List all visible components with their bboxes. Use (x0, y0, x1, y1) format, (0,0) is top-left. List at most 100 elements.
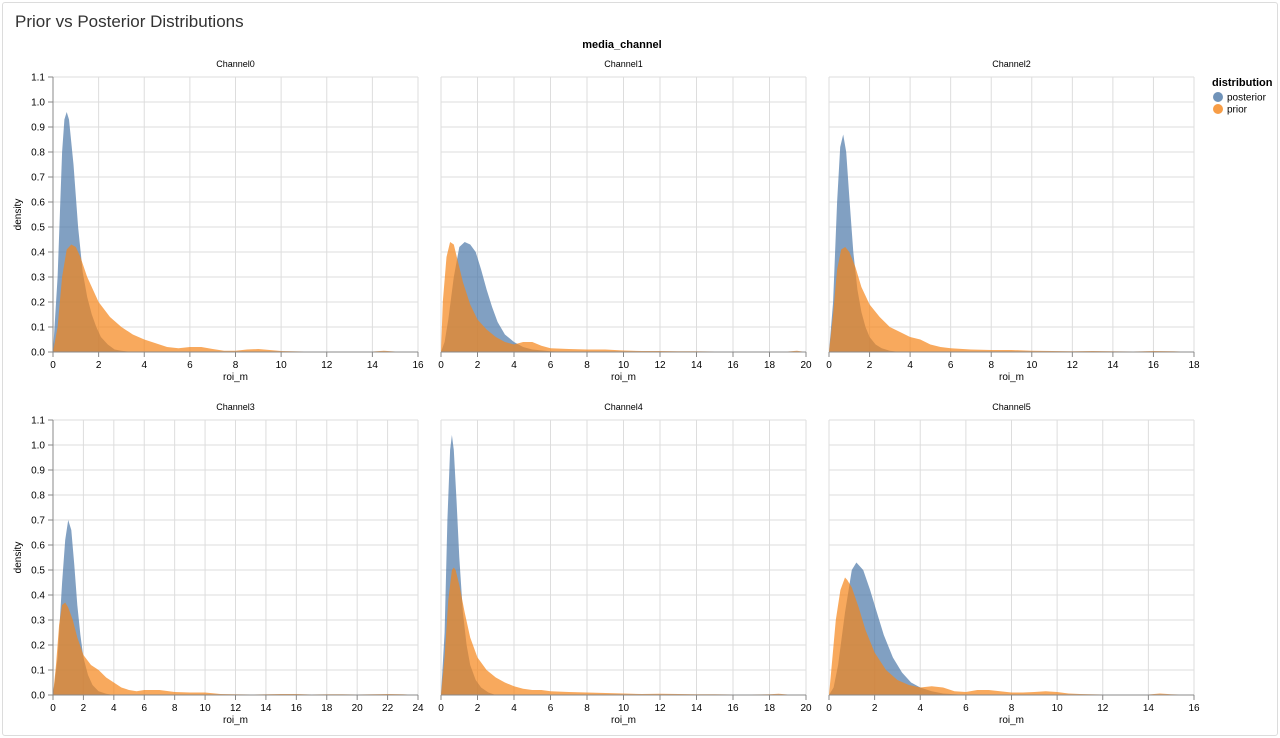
density-area-prior (441, 242, 806, 352)
y-axis-label: density (13, 199, 24, 231)
x-tick-label: 6 (548, 360, 554, 371)
x-tick-label: 2 (475, 703, 481, 714)
y-tick-label: 0.5 (31, 223, 45, 234)
x-tick-label: 4 (917, 703, 923, 714)
x-tick-label: 10 (276, 360, 288, 371)
y-tick-label: 1.0 (31, 441, 45, 452)
legend: distribution posterior prior (1212, 77, 1273, 116)
x-tick-label: 18 (764, 703, 776, 714)
y-tick-label: 0.1 (31, 323, 45, 334)
x-tick-label: 4 (111, 703, 117, 714)
legend-swatch-prior (1213, 104, 1223, 114)
facet-header: media_channel (582, 39, 661, 51)
y-tick-label: 0.4 (31, 248, 45, 259)
x-tick-label: 18 (321, 703, 333, 714)
x-tick-label: 12 (321, 360, 333, 371)
x-tick-label: 14 (260, 703, 272, 714)
x-tick-label: 4 (141, 360, 147, 371)
x-tick-label: 10 (1026, 360, 1038, 371)
x-tick-label: 16 (727, 703, 739, 714)
y-tick-label: 0.8 (31, 148, 45, 159)
x-tick-label: 22 (382, 703, 394, 714)
panel-channel2: Channel2 0 2 4 6 8 10 12 14 16 18 roi_m (826, 59, 1200, 383)
legend-label-prior: prior (1227, 105, 1248, 116)
panel-channel1: Channel1 0 2 4 6 8 10 12 14 16 18 20 roi_m (438, 59, 812, 383)
y-tick-label: 1.0 (31, 98, 45, 109)
x-tick-label: 0 (50, 360, 56, 371)
y-tick-label: 1.1 (31, 416, 45, 427)
y-tick-label: 1.1 (31, 73, 45, 84)
x-tick-label: 10 (618, 360, 630, 371)
x-tick-label: 2 (96, 360, 102, 371)
panel-title: Channel2 (992, 59, 1031, 69)
panel-title: Channel4 (604, 402, 643, 412)
x-tick-label: 8 (1009, 703, 1015, 714)
y-tick-label: 0.2 (31, 298, 45, 309)
x-tick-label: 8 (988, 360, 994, 371)
x-axis-label: roi_m (611, 715, 636, 726)
x-tick-label: 4 (511, 703, 517, 714)
x-tick-label: 16 (412, 360, 424, 371)
page-title: Prior vs Posterior Distributions (15, 12, 244, 31)
x-axis-label: roi_m (223, 715, 248, 726)
y-tick-label: 0.2 (31, 641, 45, 652)
legend-title: distribution (1212, 77, 1273, 89)
x-tick-label: 16 (1148, 360, 1160, 371)
density-area-prior (53, 602, 418, 695)
x-tick-label: 10 (200, 703, 212, 714)
x-tick-label: 0 (826, 360, 832, 371)
x-tick-label: 16 (1188, 703, 1200, 714)
y-tick-label: 0.9 (31, 123, 45, 134)
panel-title: Channel5 (992, 402, 1031, 412)
panel-title: Channel0 (216, 59, 255, 69)
y-tick-label: 0.6 (31, 541, 45, 552)
x-axis-label: roi_m (999, 372, 1024, 383)
x-tick-label: 10 (618, 703, 630, 714)
x-tick-label: 0 (50, 703, 56, 714)
x-tick-label: 2 (867, 360, 873, 371)
panel-title: Channel3 (216, 402, 255, 412)
x-tick-label: 12 (1067, 360, 1079, 371)
x-tick-label: 18 (1188, 360, 1200, 371)
x-tick-label: 2 (475, 360, 481, 371)
density-area-prior (441, 567, 806, 695)
y-tick-label: 0.0 (31, 348, 45, 359)
x-tick-label: 10 (1052, 703, 1064, 714)
x-tick-label: 20 (352, 703, 364, 714)
x-tick-label: 12 (654, 360, 666, 371)
x-tick-label: 0 (438, 360, 444, 371)
y-tick-label: 0.7 (31, 173, 45, 184)
x-tick-label: 12 (654, 703, 666, 714)
x-tick-label: 4 (907, 360, 913, 371)
x-tick-label: 0 (826, 703, 832, 714)
density-area-prior (829, 577, 1194, 695)
x-tick-label: 6 (187, 360, 193, 371)
x-tick-label: 6 (548, 703, 554, 714)
y-tick-label: 0.3 (31, 616, 45, 627)
x-tick-label: 18 (764, 360, 776, 371)
x-tick-label: 0 (438, 703, 444, 714)
density-area-prior (829, 247, 1194, 352)
y-axis-label: density (13, 542, 24, 574)
x-tick-label: 8 (233, 360, 239, 371)
y-tick-label: 0.9 (31, 466, 45, 477)
x-tick-label: 8 (584, 360, 590, 371)
legend-swatch-posterior (1213, 92, 1223, 102)
x-tick-label: 14 (1143, 703, 1155, 714)
legend-label-posterior: posterior (1227, 93, 1267, 104)
x-tick-label: 12 (1097, 703, 1109, 714)
y-tick-label: 0.3 (31, 273, 45, 284)
y-tick-label: 0.7 (31, 516, 45, 527)
x-tick-label: 14 (691, 703, 703, 714)
legend-entry-posterior: posterior (1213, 92, 1267, 104)
x-tick-label: 4 (511, 360, 517, 371)
x-tick-label: 6 (963, 703, 969, 714)
x-tick-label: 24 (412, 703, 424, 714)
x-tick-label: 16 (291, 703, 303, 714)
x-tick-label: 20 (800, 703, 812, 714)
x-tick-label: 14 (1107, 360, 1119, 371)
